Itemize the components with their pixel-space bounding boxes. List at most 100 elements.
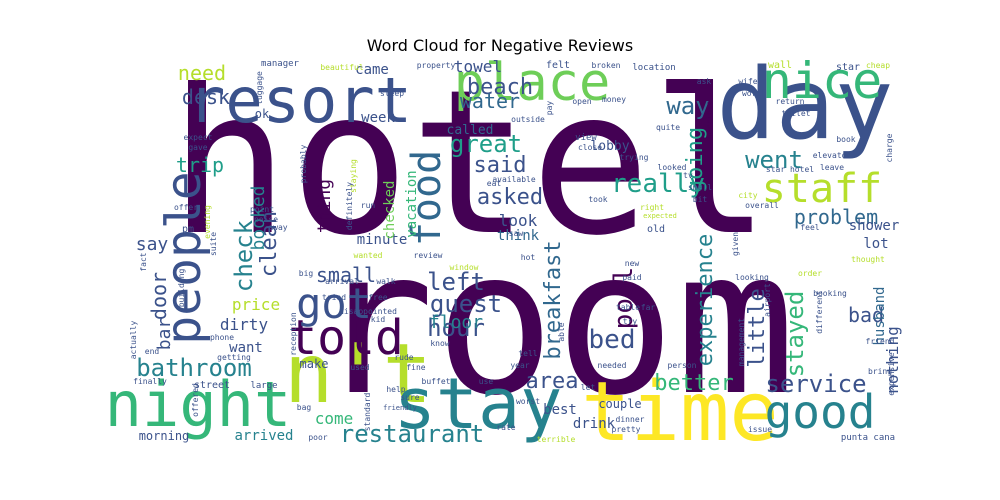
word-bar: bar <box>154 318 175 351</box>
word-experience: experience <box>693 234 718 366</box>
word-needed: needed <box>598 361 627 370</box>
word-suite: suite <box>209 232 218 256</box>
word-let: let <box>581 383 596 392</box>
word-bag: bag <box>297 403 312 412</box>
word-came: came <box>355 62 389 78</box>
word-issue: issue <box>748 425 772 434</box>
word-felt: felt <box>546 60 570 71</box>
word-service: service <box>765 370 866 398</box>
word-kid: kid <box>371 315 386 324</box>
word-elevator: elevator <box>813 151 852 160</box>
word-pool: pool <box>609 267 639 330</box>
word-bed: bed <box>589 325 636 355</box>
word-pay: pay <box>545 101 554 116</box>
word-paid: paid <box>622 273 641 282</box>
word-able: able <box>557 322 566 341</box>
word-sure: sure <box>400 393 419 402</box>
word-free: free <box>368 293 387 302</box>
word-minute: minute <box>357 232 408 248</box>
word-charge: charge <box>885 133 894 162</box>
word-money: money <box>602 95 626 104</box>
word-noise: noise <box>254 215 278 224</box>
word-week: week <box>361 110 395 126</box>
word-toilet: toilet <box>782 109 811 118</box>
word-looking: looking <box>735 273 769 282</box>
word-star-hotel: star hotel <box>766 165 814 174</box>
word-make: make <box>300 357 329 371</box>
word-nothing: nothing <box>883 326 902 393</box>
word-shower: shower <box>849 218 900 234</box>
word-management: management <box>737 318 746 366</box>
word-little: little <box>745 288 770 367</box>
word-beach: beach <box>467 75 533 100</box>
word-better: better <box>654 371 733 396</box>
word-bad: bad <box>848 303 884 327</box>
word-help: help <box>386 385 405 394</box>
word-probably: probably <box>299 145 308 184</box>
word-asked: asked <box>477 185 543 210</box>
word-luggage: luggage <box>255 71 264 105</box>
word-checked: checked <box>382 180 398 239</box>
word-room: room <box>314 207 796 440</box>
word-trip: trip <box>176 153 224 177</box>
word-expensive: expensive <box>887 352 896 396</box>
word-price: price <box>232 295 280 314</box>
word-nice: nice <box>762 52 882 110</box>
word-restaurant: restaurant <box>340 420 485 448</box>
word-great: great <box>450 130 522 158</box>
word-dinner: dinner <box>616 415 645 424</box>
word-took: took <box>588 195 607 204</box>
word-smell: smell <box>688 183 712 192</box>
word-breakfast: breakfast <box>541 240 566 359</box>
word-trying: trying <box>620 153 649 162</box>
word-far: far <box>641 303 656 312</box>
word-say: say <box>136 234 169 255</box>
word-phone: phone <box>210 333 234 342</box>
word-leave: leave <box>820 163 844 172</box>
word-tv: tv <box>683 171 693 180</box>
word-good: good <box>765 385 876 439</box>
word-view: view <box>575 133 597 143</box>
word-buffet: buffet <box>422 377 451 386</box>
word-problem: problem <box>794 205 878 229</box>
word-city: city <box>738 191 757 200</box>
word-looked: looked <box>658 163 687 172</box>
word-getting: getting <box>217 353 251 362</box>
word-thought: thought <box>851 255 885 264</box>
word-morning: morning <box>139 429 190 443</box>
word-review: review <box>414 251 443 260</box>
word-fine: fine <box>406 363 425 372</box>
word-saw: saw <box>509 229 524 238</box>
word-clean: clean <box>257 211 282 277</box>
word-quite: quite <box>656 123 680 132</box>
word-arrival: arrival <box>325 277 359 286</box>
word-place: place <box>454 53 611 113</box>
word-wall: wall <box>768 60 792 71</box>
word-thing: thing <box>314 179 335 233</box>
word-stayed: stayed <box>781 291 809 378</box>
word-eat: eat <box>487 179 502 188</box>
word-right: right <box>640 203 664 212</box>
word-ask: ask <box>697 77 712 86</box>
word-outside: outside <box>511 115 545 124</box>
word-best: best <box>543 402 577 418</box>
word-person: person <box>668 361 697 370</box>
word-husband: husband <box>872 286 888 345</box>
word-going: going <box>683 127 708 193</box>
word-resort: resort <box>188 64 412 137</box>
word-feel: feel <box>800 223 819 232</box>
word-n-t: n't <box>284 327 432 422</box>
word-pm: pm <box>182 224 194 235</box>
word-tell: tell <box>518 349 537 358</box>
word-people: people <box>156 171 212 344</box>
word-street: street <box>194 380 230 391</box>
word-airport: airport <box>763 283 772 317</box>
word-end: end <box>145 347 160 356</box>
word-floor: floor <box>429 312 483 333</box>
word-booking: booking <box>813 289 847 298</box>
word-beautiful: beautiful <box>320 63 364 72</box>
word-worth: worth <box>742 89 766 98</box>
word-run: run <box>361 201 376 210</box>
word-building: building <box>177 269 186 308</box>
